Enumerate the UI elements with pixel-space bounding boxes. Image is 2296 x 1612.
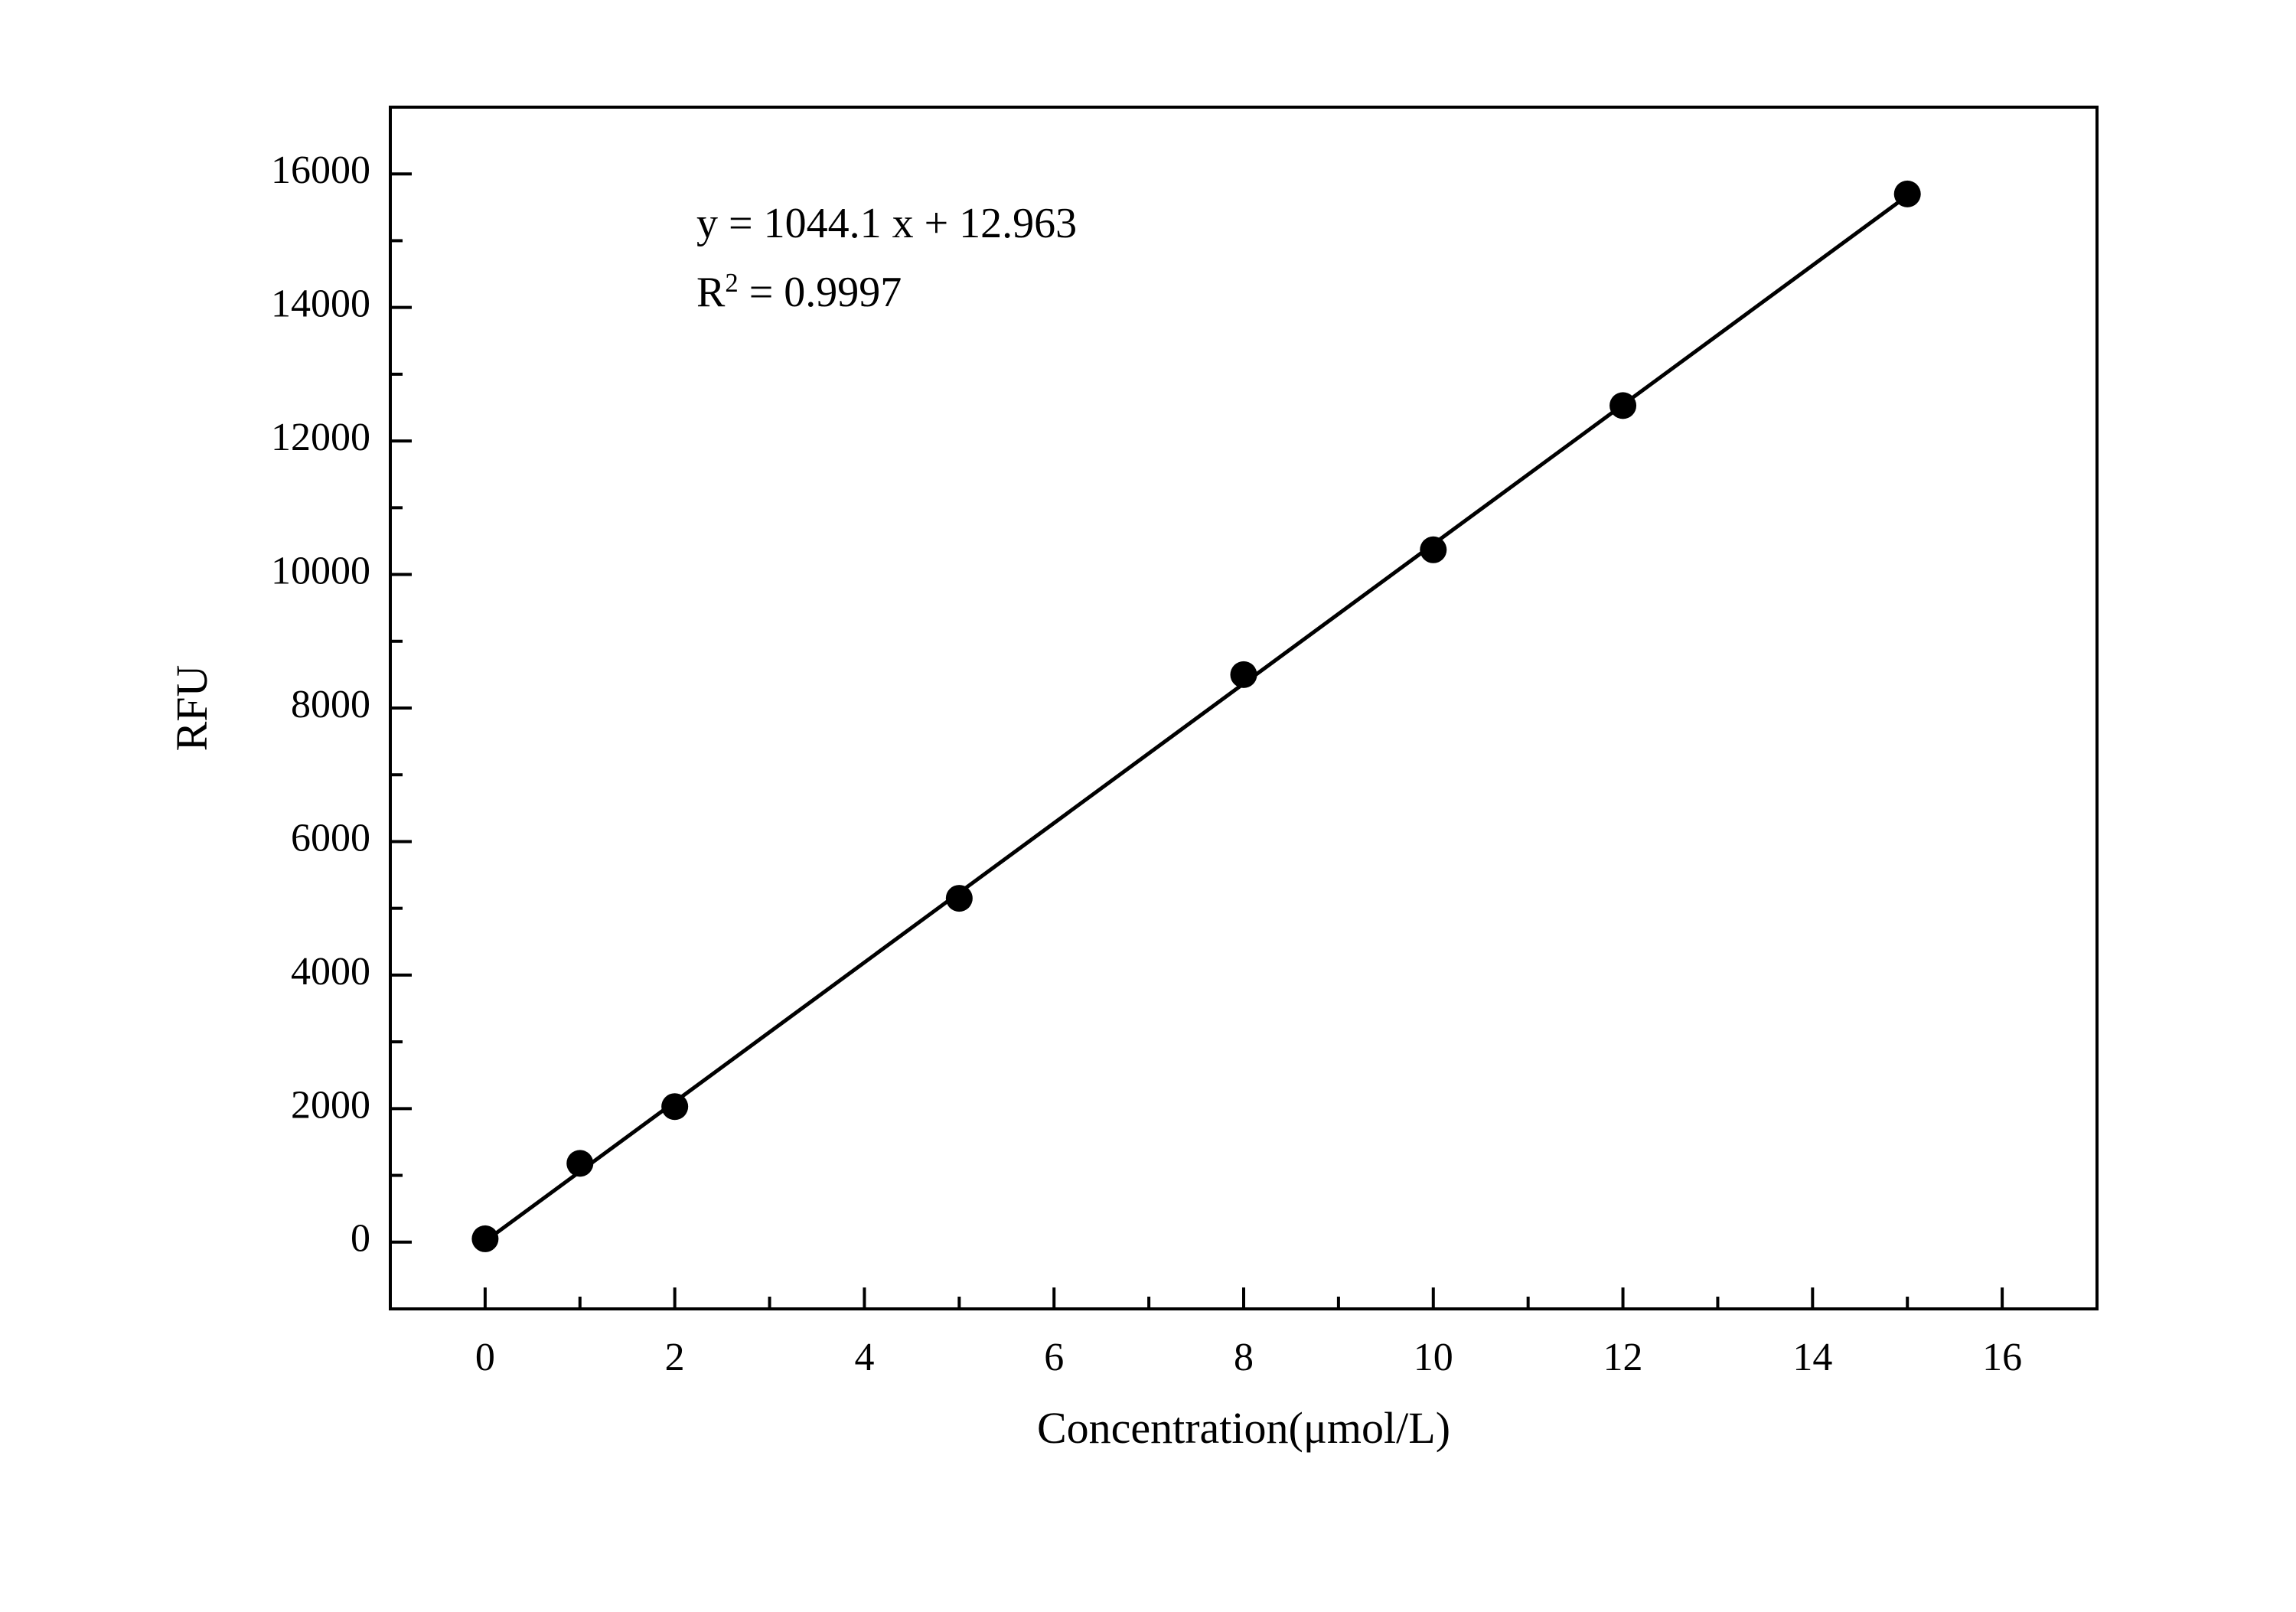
svg-text:y = 1044.1 x + 12.963: y = 1044.1 x + 12.963 xyxy=(696,200,1077,247)
svg-text:14000: 14000 xyxy=(271,282,370,326)
svg-text:10000: 10000 xyxy=(271,549,370,592)
chart-svg: 0 2 4 6 8 10 12 14 16 0 2000 4000 6000 8000 10000 12000… xyxy=(0,0,2296,1612)
svg-text:16: 16 xyxy=(1982,1336,2022,1379)
svg-text:0: 0 xyxy=(475,1336,495,1379)
svg-text:2000: 2000 xyxy=(291,1083,370,1127)
svg-text:8: 8 xyxy=(1234,1336,1254,1379)
svg-text:12000: 12000 xyxy=(271,416,370,459)
svg-text:6000: 6000 xyxy=(291,816,370,860)
svg-text:10: 10 xyxy=(1414,1336,1453,1379)
svg-text:14: 14 xyxy=(1792,1336,1832,1379)
svg-text:2: 2 xyxy=(665,1336,685,1379)
svg-text:4000: 4000 xyxy=(291,950,370,994)
svg-text:0: 0 xyxy=(351,1217,370,1261)
svg-text:4: 4 xyxy=(854,1336,874,1379)
svg-text:12: 12 xyxy=(1603,1336,1643,1379)
svg-text:Concentration(μmol/L): Concentration(μmol/L) xyxy=(1037,1403,1450,1453)
calibration-chart: 0 2 4 6 8 10 12 14 16 0 2000 4000 6000 8000 10000 12000… xyxy=(0,0,2296,1612)
svg-text:6: 6 xyxy=(1044,1336,1064,1379)
svg-text:8000: 8000 xyxy=(291,683,370,726)
svg-text:RFU: RFU xyxy=(167,665,217,752)
svg-text:16000: 16000 xyxy=(271,148,370,192)
